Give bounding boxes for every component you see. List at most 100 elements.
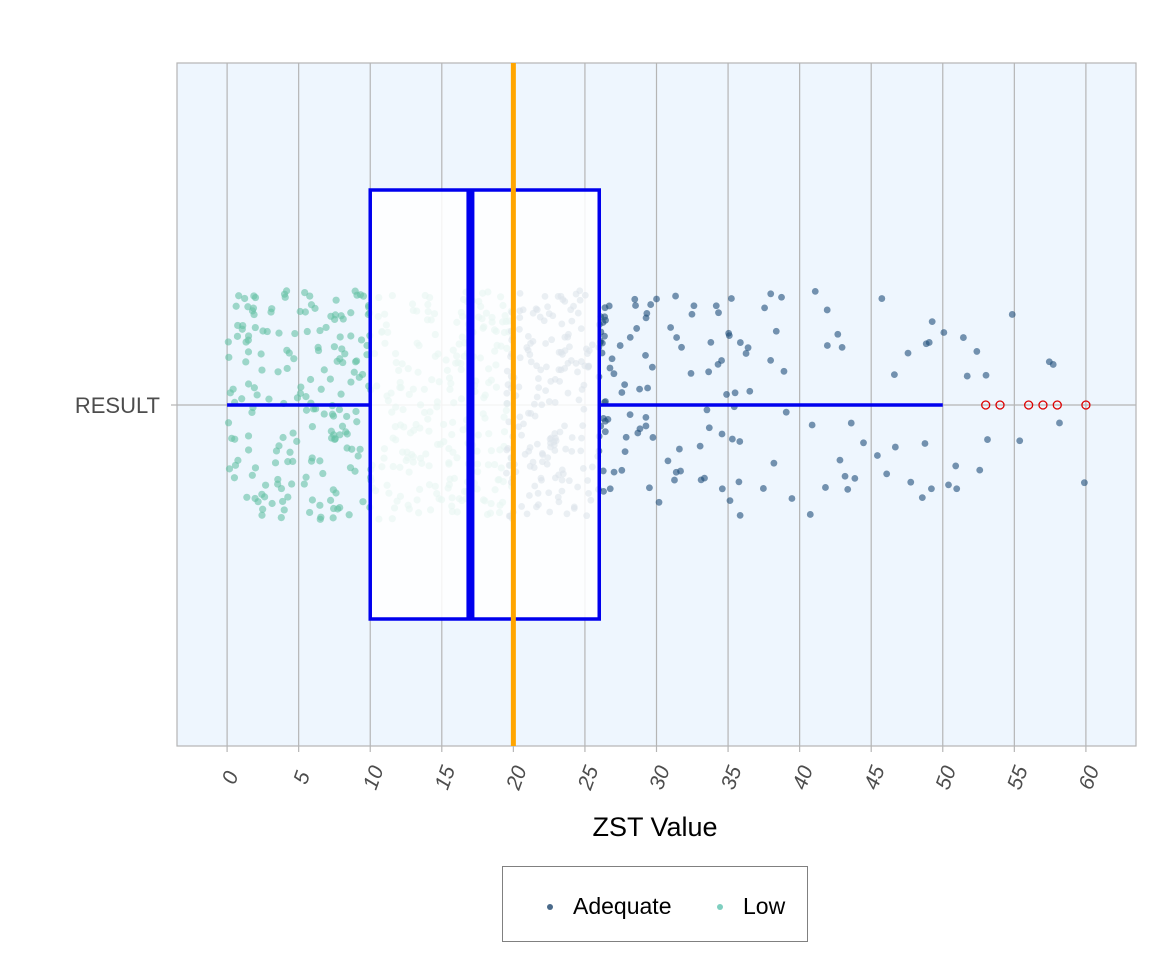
- point-low: [345, 511, 353, 519]
- point-adequate: [601, 313, 609, 321]
- outlier-point: [1052, 400, 1062, 410]
- point-adequate: [642, 351, 649, 359]
- point-low: [251, 464, 260, 472]
- point-adequate: [782, 408, 790, 416]
- point-adequate: [945, 481, 952, 489]
- point-low: [277, 513, 285, 522]
- point-low: [268, 305, 276, 313]
- point-low: [284, 493, 292, 501]
- point-adequate: [653, 295, 660, 303]
- x-tick-label: 15: [431, 763, 461, 793]
- point-low: [306, 292, 314, 300]
- point-adequate: [953, 485, 961, 493]
- point-adequate: [928, 318, 936, 326]
- point-adequate: [697, 476, 705, 484]
- point-adequate: [976, 466, 984, 474]
- point-adequate: [1016, 437, 1024, 445]
- point-low: [326, 375, 334, 383]
- outlier-point: [981, 400, 991, 410]
- point-low: [249, 304, 258, 312]
- point-adequate: [767, 356, 775, 364]
- point-low: [317, 385, 325, 393]
- point-adequate: [723, 391, 730, 398]
- point-adequate: [904, 349, 912, 357]
- point-adequate: [731, 389, 739, 397]
- point-low: [224, 419, 233, 427]
- y-category-label: RESULT: [75, 393, 160, 418]
- point-adequate: [618, 466, 626, 474]
- point-low: [319, 469, 327, 478]
- point-adequate: [606, 485, 614, 493]
- box-iqr: [368, 188, 601, 621]
- point-low: [326, 496, 335, 504]
- legend-label-adequate: Adequate: [573, 893, 672, 919]
- x-axis-title: ZST Value: [592, 812, 717, 842]
- point-adequate: [671, 476, 678, 484]
- point-adequate: [636, 385, 643, 393]
- point-low: [225, 353, 233, 361]
- point-low: [291, 329, 299, 338]
- point-low: [265, 395, 273, 403]
- point-low: [282, 287, 291, 295]
- point-low: [259, 327, 267, 335]
- point-adequate: [959, 334, 967, 341]
- point-low: [358, 370, 367, 379]
- point-low: [290, 355, 298, 363]
- point-low: [259, 505, 267, 513]
- point-adequate: [642, 413, 650, 421]
- point-low: [316, 326, 324, 335]
- x-tick-label: 40: [788, 763, 818, 793]
- point-low: [279, 497, 287, 506]
- point-low: [244, 380, 253, 388]
- point-low: [297, 383, 305, 391]
- x-tick-label: 55: [1003, 763, 1033, 793]
- point-adequate: [642, 314, 650, 322]
- point-low: [320, 366, 328, 374]
- point-low: [352, 407, 360, 416]
- point-adequate: [621, 448, 629, 456]
- point-adequate: [636, 425, 644, 433]
- point-low: [306, 375, 315, 384]
- point-low: [280, 506, 288, 514]
- point-adequate: [890, 371, 898, 379]
- point-low: [293, 394, 302, 402]
- point-adequate: [851, 474, 859, 482]
- point-adequate: [728, 435, 736, 443]
- point-low: [235, 292, 243, 300]
- point-low: [307, 457, 316, 465]
- point-adequate: [823, 306, 831, 314]
- point-low: [320, 410, 328, 418]
- point-adequate: [707, 339, 715, 346]
- point-adequate: [761, 304, 768, 312]
- point-adequate: [718, 357, 725, 364]
- point-low: [346, 464, 355, 472]
- point-adequate: [770, 459, 778, 467]
- legend-label-low: Low: [743, 893, 786, 919]
- point-low: [309, 405, 318, 413]
- legend-swatch-low: [717, 903, 723, 910]
- point-low: [332, 296, 340, 304]
- x-tick-label: 25: [573, 763, 603, 794]
- x-tick-label: 0: [218, 768, 244, 787]
- point-adequate: [891, 443, 899, 451]
- point-adequate: [982, 371, 990, 379]
- point-adequate: [675, 445, 683, 453]
- point-low: [347, 332, 355, 340]
- point-adequate: [642, 422, 650, 430]
- point-adequate: [808, 421, 816, 429]
- point-adequate: [780, 367, 788, 375]
- point-adequate: [736, 511, 744, 519]
- point-low: [251, 293, 260, 302]
- point-low: [356, 291, 365, 299]
- point-low: [359, 498, 367, 506]
- point-low: [322, 323, 330, 332]
- point-adequate: [610, 468, 618, 476]
- point-low: [327, 434, 336, 442]
- point-adequate: [621, 381, 629, 389]
- point-adequate: [678, 343, 685, 351]
- legend-swatch-adequate: [547, 903, 553, 910]
- point-adequate: [647, 301, 655, 308]
- point-adequate: [690, 302, 698, 310]
- point-adequate: [907, 478, 915, 486]
